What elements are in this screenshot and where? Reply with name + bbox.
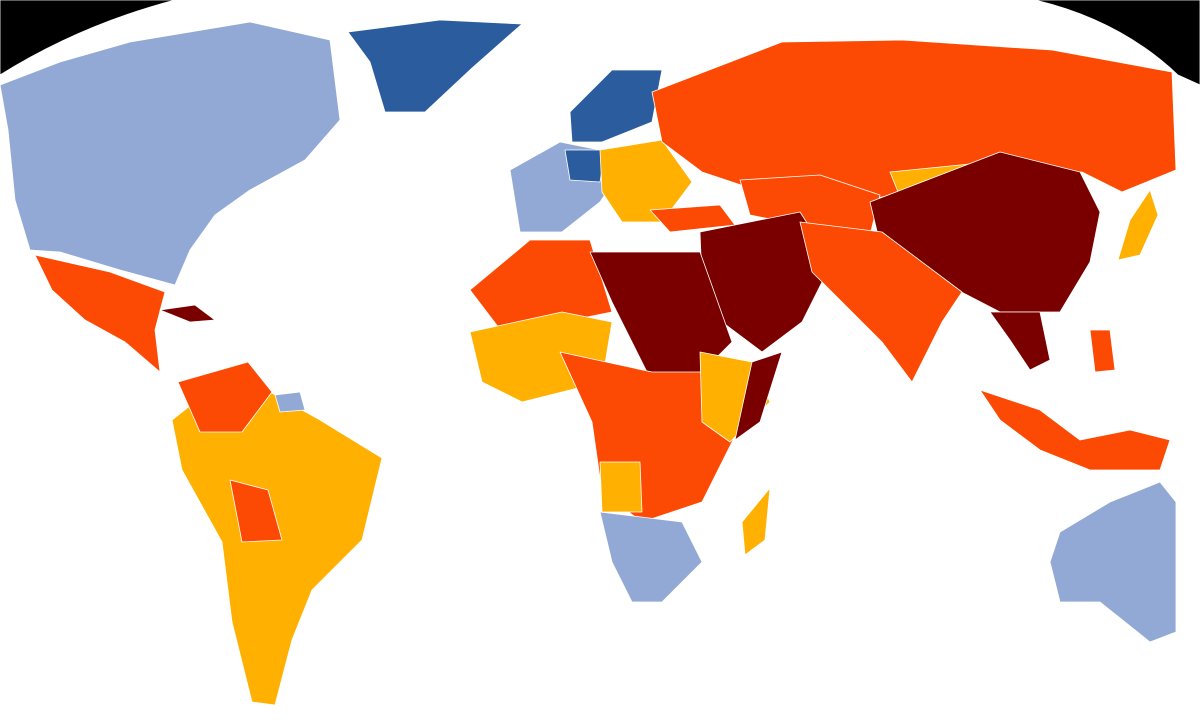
region [229, 479, 283, 543]
region [0, 21, 341, 286]
region [734, 351, 783, 441]
region [274, 391, 306, 413]
region [599, 461, 643, 513]
region [599, 511, 703, 603]
region [564, 149, 606, 183]
region [1117, 189, 1159, 261]
region [177, 361, 273, 433]
region [1089, 329, 1116, 373]
region [34, 254, 166, 373]
region [347, 19, 523, 113]
corner-shade [1034, 0, 1200, 86]
region [979, 389, 1171, 471]
corner-shade [0, 0, 176, 76]
region [799, 221, 963, 383]
region [159, 304, 216, 323]
region [989, 311, 1051, 371]
region [569, 69, 663, 143]
region [1049, 481, 1177, 643]
region [741, 487, 771, 556]
